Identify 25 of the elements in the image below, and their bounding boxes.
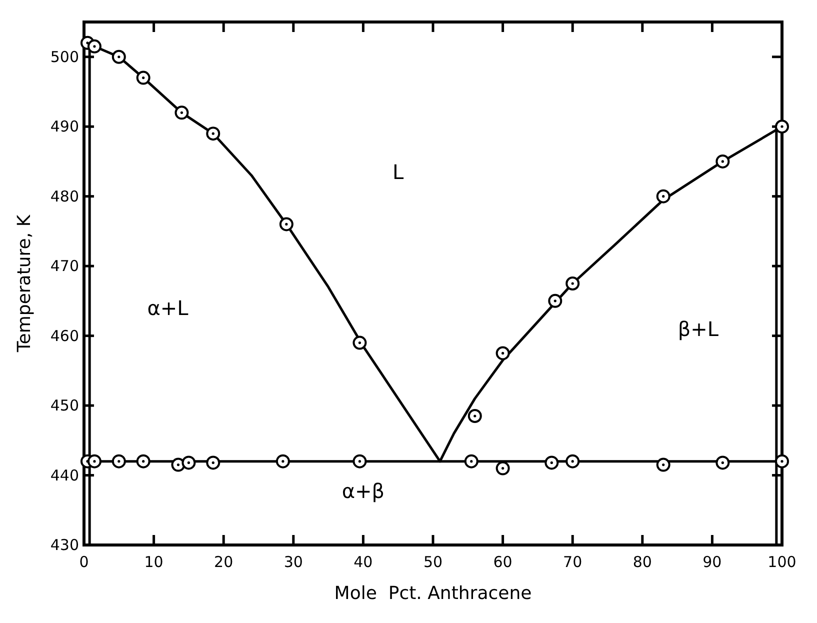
x-tick-label: 60 bbox=[493, 553, 512, 571]
y-tick-label: 500 bbox=[50, 48, 79, 66]
annotation: α+β bbox=[342, 478, 385, 503]
x-tick-label: 10 bbox=[144, 553, 164, 571]
x-tick-label: 30 bbox=[284, 553, 303, 571]
y-tick-label: 460 bbox=[50, 326, 79, 345]
y-axis-title: Temperature, K bbox=[14, 214, 35, 354]
annotation: L bbox=[392, 160, 405, 184]
x-tick-label: 40 bbox=[354, 553, 373, 571]
x-tick-label: 100 bbox=[768, 553, 796, 571]
x-tick-label: 20 bbox=[214, 553, 234, 571]
annotation: β+L bbox=[678, 316, 720, 341]
x-tick-label: 0 bbox=[79, 553, 89, 571]
y-tick-label: 470 bbox=[50, 257, 79, 276]
x-tick-label: 80 bbox=[632, 553, 652, 571]
y-tick-label: 430 bbox=[50, 536, 79, 554]
x-tick-label: 90 bbox=[702, 553, 722, 571]
x-axis-title: Mole Pct. Anthracene bbox=[334, 583, 532, 604]
annotation: α+L bbox=[147, 296, 190, 320]
x-tick-label: 70 bbox=[563, 553, 582, 571]
y-tick-label: 440 bbox=[50, 466, 79, 484]
y-tick-label: 490 bbox=[50, 118, 79, 136]
y-tick-label: 450 bbox=[50, 396, 79, 415]
x-tick-label: 50 bbox=[423, 553, 443, 571]
y-tick-label: 480 bbox=[50, 187, 79, 206]
